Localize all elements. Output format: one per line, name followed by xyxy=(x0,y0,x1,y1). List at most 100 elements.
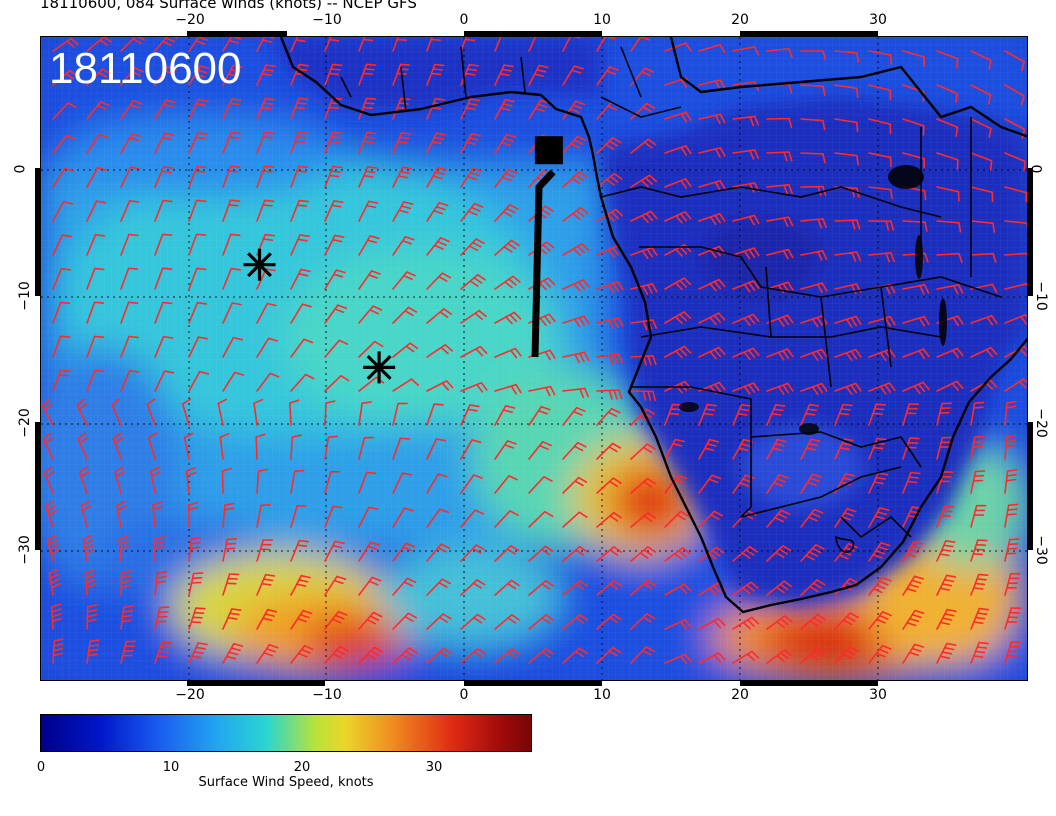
wind-barb xyxy=(256,97,275,120)
lon-tick-top: −10 xyxy=(312,12,342,28)
wind-barb xyxy=(120,67,144,86)
wind-barb xyxy=(494,440,517,460)
wind-barb xyxy=(596,37,616,52)
wind-barb xyxy=(868,252,895,263)
wind-barb xyxy=(120,200,140,222)
wind-barb xyxy=(970,641,989,664)
wind-barb xyxy=(45,500,58,528)
wind-barb xyxy=(800,544,825,562)
wind-barb xyxy=(664,111,692,123)
wind-barb xyxy=(800,50,827,61)
wind-barb xyxy=(43,466,55,494)
wind-barb xyxy=(970,504,987,528)
wind-barb xyxy=(426,543,451,562)
wind-barb xyxy=(358,63,377,86)
wind-barb xyxy=(494,545,520,562)
wind-barb xyxy=(358,471,377,494)
wind-barb xyxy=(494,475,518,494)
frame-tick-bar xyxy=(740,31,878,36)
wind-barb xyxy=(936,252,963,264)
wind-barb xyxy=(188,267,207,290)
wind-barb xyxy=(596,317,624,329)
wind-barb xyxy=(256,573,276,596)
wind-barb xyxy=(188,233,207,256)
wind-barb xyxy=(596,137,622,154)
wind-barb xyxy=(834,251,862,262)
wind-barb xyxy=(219,433,230,460)
wind-barb xyxy=(52,37,79,52)
wind-barb xyxy=(324,375,350,392)
wind-barb xyxy=(766,509,791,528)
wind-barb xyxy=(630,443,656,460)
wind-barb xyxy=(630,102,656,120)
wind-barb xyxy=(664,145,692,156)
colorbar-tick: 0 xyxy=(36,760,46,775)
wind-barb xyxy=(1004,538,1020,562)
wind-barb xyxy=(426,37,441,52)
wind-barb xyxy=(460,474,483,494)
wind-barb xyxy=(970,401,985,426)
wind-barb xyxy=(188,536,201,562)
wind-barb xyxy=(1004,469,1018,494)
wind-barb xyxy=(868,315,896,327)
wind-barb xyxy=(42,432,54,460)
wind-barb xyxy=(256,268,276,290)
lon-tick-bottom: 20 xyxy=(731,687,749,703)
timestamp-label: 18110600 xyxy=(49,44,242,93)
wind-barb xyxy=(800,438,821,460)
wind-barb xyxy=(766,438,787,460)
wind-barb xyxy=(562,613,588,630)
wind-barb xyxy=(52,200,74,222)
wind-barb xyxy=(154,166,174,188)
wind-barb xyxy=(76,398,88,426)
wind-barb xyxy=(630,579,656,596)
wind-barb xyxy=(222,538,238,562)
lon-tick-bottom: −10 xyxy=(312,687,342,703)
wind-barb xyxy=(766,151,793,162)
wind-barb xyxy=(596,511,622,528)
wind-barb xyxy=(630,67,655,86)
wind-barb xyxy=(936,540,956,562)
wind-barb xyxy=(664,653,692,665)
wind-barb xyxy=(86,200,107,222)
wind-barb xyxy=(970,314,998,326)
wind-barb xyxy=(392,542,416,562)
wind-barb xyxy=(392,577,417,596)
wind-barb xyxy=(84,569,96,596)
wind-barb xyxy=(460,648,486,664)
wind-barb xyxy=(732,115,759,127)
wind-barb xyxy=(562,37,581,52)
wind-barb xyxy=(800,218,827,229)
wind-barb xyxy=(528,64,549,86)
wind-barb xyxy=(358,166,378,188)
wind-barb xyxy=(630,319,658,331)
wind-barb xyxy=(290,574,311,596)
wind-barb xyxy=(970,152,993,171)
wind-barb xyxy=(460,579,486,596)
wind-barb xyxy=(834,646,859,664)
wind-barb xyxy=(936,84,958,104)
wind-barb xyxy=(358,235,380,256)
wind-barb xyxy=(358,200,379,222)
page-title: 18110600, 084 Surface winds (knots) -- N… xyxy=(40,0,417,12)
wind-barb xyxy=(936,402,952,426)
wind-barb xyxy=(222,573,240,596)
wind-barb xyxy=(116,500,127,528)
wind-barb xyxy=(86,301,105,324)
wind-barb xyxy=(1004,378,1027,392)
wind-barb xyxy=(188,607,206,630)
wind-barb xyxy=(222,233,241,256)
wind-barb xyxy=(596,353,624,365)
wind-barb xyxy=(290,268,311,290)
wind-barb xyxy=(766,474,789,494)
wind-barb xyxy=(154,571,168,596)
wind-barb xyxy=(392,612,417,630)
wind-barb xyxy=(834,472,856,494)
square-marker xyxy=(534,136,563,165)
wind-barb xyxy=(154,233,173,256)
wind-barb xyxy=(1004,84,1025,106)
wind-barb xyxy=(970,346,998,358)
wind-barb xyxy=(426,272,451,290)
wind-barb xyxy=(324,339,349,358)
wind-barb xyxy=(256,337,278,358)
